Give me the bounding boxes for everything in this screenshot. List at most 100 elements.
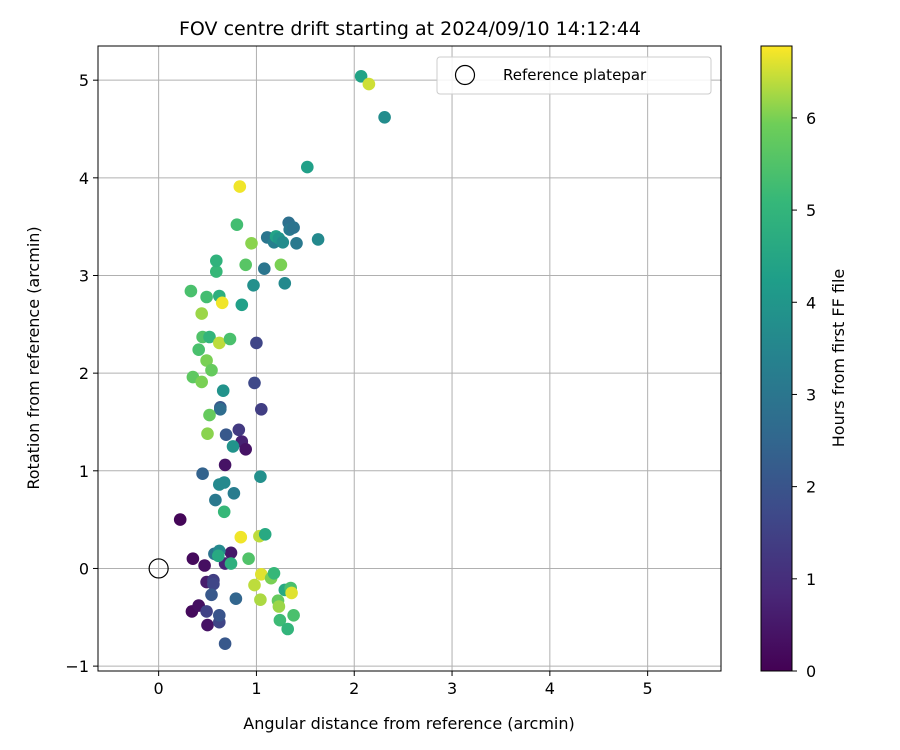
scatter-point — [258, 528, 272, 541]
scatter-point — [378, 111, 391, 124]
scatter-point — [267, 567, 281, 580]
scatter-point — [217, 505, 231, 519]
colorbar-tick-label: 4 — [806, 293, 816, 312]
scatter-point — [200, 290, 213, 304]
scatter-point — [258, 262, 271, 276]
scatter-point — [272, 600, 286, 613]
scatter-point — [210, 254, 223, 268]
scatter-point — [254, 403, 268, 416]
scatter-point — [213, 336, 226, 350]
scatter-point — [311, 233, 325, 246]
x-tick-label: 3 — [447, 679, 457, 698]
scatter-point — [192, 343, 205, 357]
scatter-point — [233, 180, 247, 193]
scatter-point — [224, 557, 238, 570]
scatter-point — [200, 605, 213, 618]
scatter-point — [301, 160, 314, 174]
scatter-point — [223, 332, 237, 346]
y-tick-label: 5 — [79, 71, 89, 90]
scatter-point — [254, 568, 268, 581]
colorbar-gradient — [760, 45, 793, 672]
colorbar-label: Hours from first FF file — [829, 269, 848, 448]
x-tick-label: 4 — [545, 679, 555, 698]
scatter-point — [247, 279, 260, 292]
scatter-point — [230, 218, 244, 231]
reference-marker-layer — [148, 558, 169, 579]
scatter-point — [214, 403, 227, 416]
scatter-point — [200, 354, 213, 367]
scatter-point — [278, 277, 292, 290]
grid-lines — [98, 46, 721, 671]
scatter-point — [173, 513, 187, 526]
scatter-point — [290, 237, 303, 250]
x-axis-label: Angular distance from reference (arcmin) — [243, 714, 574, 733]
y-tick-label: 2 — [79, 364, 89, 383]
scatter-point — [281, 622, 295, 636]
scatter-point — [229, 592, 243, 605]
colorbar-tick-label: 0 — [806, 662, 816, 681]
scatter-point — [210, 265, 223, 278]
colorbar-tick-label: 5 — [806, 201, 816, 220]
scatter-point — [203, 408, 216, 422]
scatter-point — [273, 613, 287, 627]
y-axis-label: Rotation from reference (arcmin) — [24, 226, 43, 489]
scatter-point — [205, 588, 218, 602]
y-tick-label: −1 — [65, 657, 89, 676]
scatter-point — [196, 467, 209, 481]
scatter-point — [218, 637, 232, 650]
x-tick-label: 0 — [154, 679, 164, 698]
colorbar-ticks: 0 1 2 3 4 5 6 — [792, 109, 816, 681]
colorbar-tick-label: 3 — [806, 385, 816, 404]
scatter-point — [287, 221, 300, 234]
scatter-point — [219, 428, 233, 442]
plot-frame — [97, 45, 722, 672]
scatter-point — [242, 552, 255, 565]
scatter-point — [184, 284, 198, 298]
legend-box — [436, 56, 712, 95]
scatter-point — [203, 330, 216, 344]
colorbar: 0 1 2 3 4 5 6 Hours from first FF file — [760, 45, 848, 681]
y-tick-label: 0 — [79, 559, 89, 578]
colorbar-tick-label: 1 — [806, 570, 816, 589]
scatter-point — [362, 77, 376, 91]
scatter-point — [250, 336, 263, 350]
scatter-point — [254, 470, 267, 484]
scatter-point — [205, 363, 218, 377]
colorbar-tick-label: 2 — [806, 478, 816, 497]
scatter-point — [224, 546, 238, 560]
legend-label-reference: Reference platepar — [503, 66, 647, 84]
x-tick-label: 1 — [251, 679, 261, 698]
scatter-point — [215, 296, 229, 310]
x-axis-ticks: 0 1 2 3 4 5 — [154, 671, 653, 698]
colorbar-tick-label: 6 — [806, 109, 816, 128]
scatter-point — [212, 549, 225, 563]
scatter-point — [216, 384, 230, 398]
data-points — [173, 70, 391, 650]
scatter-point — [207, 577, 220, 591]
scatter-point — [248, 578, 261, 592]
legend-marker-reference — [454, 64, 476, 86]
y-axis-ticks: −1 0 1 2 3 4 5 — [65, 71, 98, 676]
scatter-point — [239, 258, 252, 272]
scatter-point — [198, 559, 211, 572]
reference-platepar-marker — [148, 558, 169, 579]
y-tick-label: 3 — [79, 266, 89, 285]
scatter-point — [232, 423, 246, 437]
scatter-point — [254, 593, 267, 606]
y-tick-label: 4 — [79, 169, 89, 188]
legend: Reference platepar — [436, 56, 712, 95]
scatter-point — [234, 530, 248, 544]
scatter-point — [195, 375, 208, 389]
scatter-point — [201, 618, 214, 632]
scatter-point — [218, 458, 232, 472]
scatter-point — [209, 493, 222, 507]
scatter-point — [195, 307, 208, 320]
scatter-point — [354, 70, 368, 83]
chart-title: FOV centre drift starting at 2024/09/10 … — [179, 18, 641, 40]
scatter-point — [186, 552, 200, 565]
x-tick-label: 5 — [643, 679, 653, 698]
scatter-point — [248, 376, 261, 390]
scatter-point — [285, 586, 298, 600]
scatter-point — [287, 609, 300, 622]
